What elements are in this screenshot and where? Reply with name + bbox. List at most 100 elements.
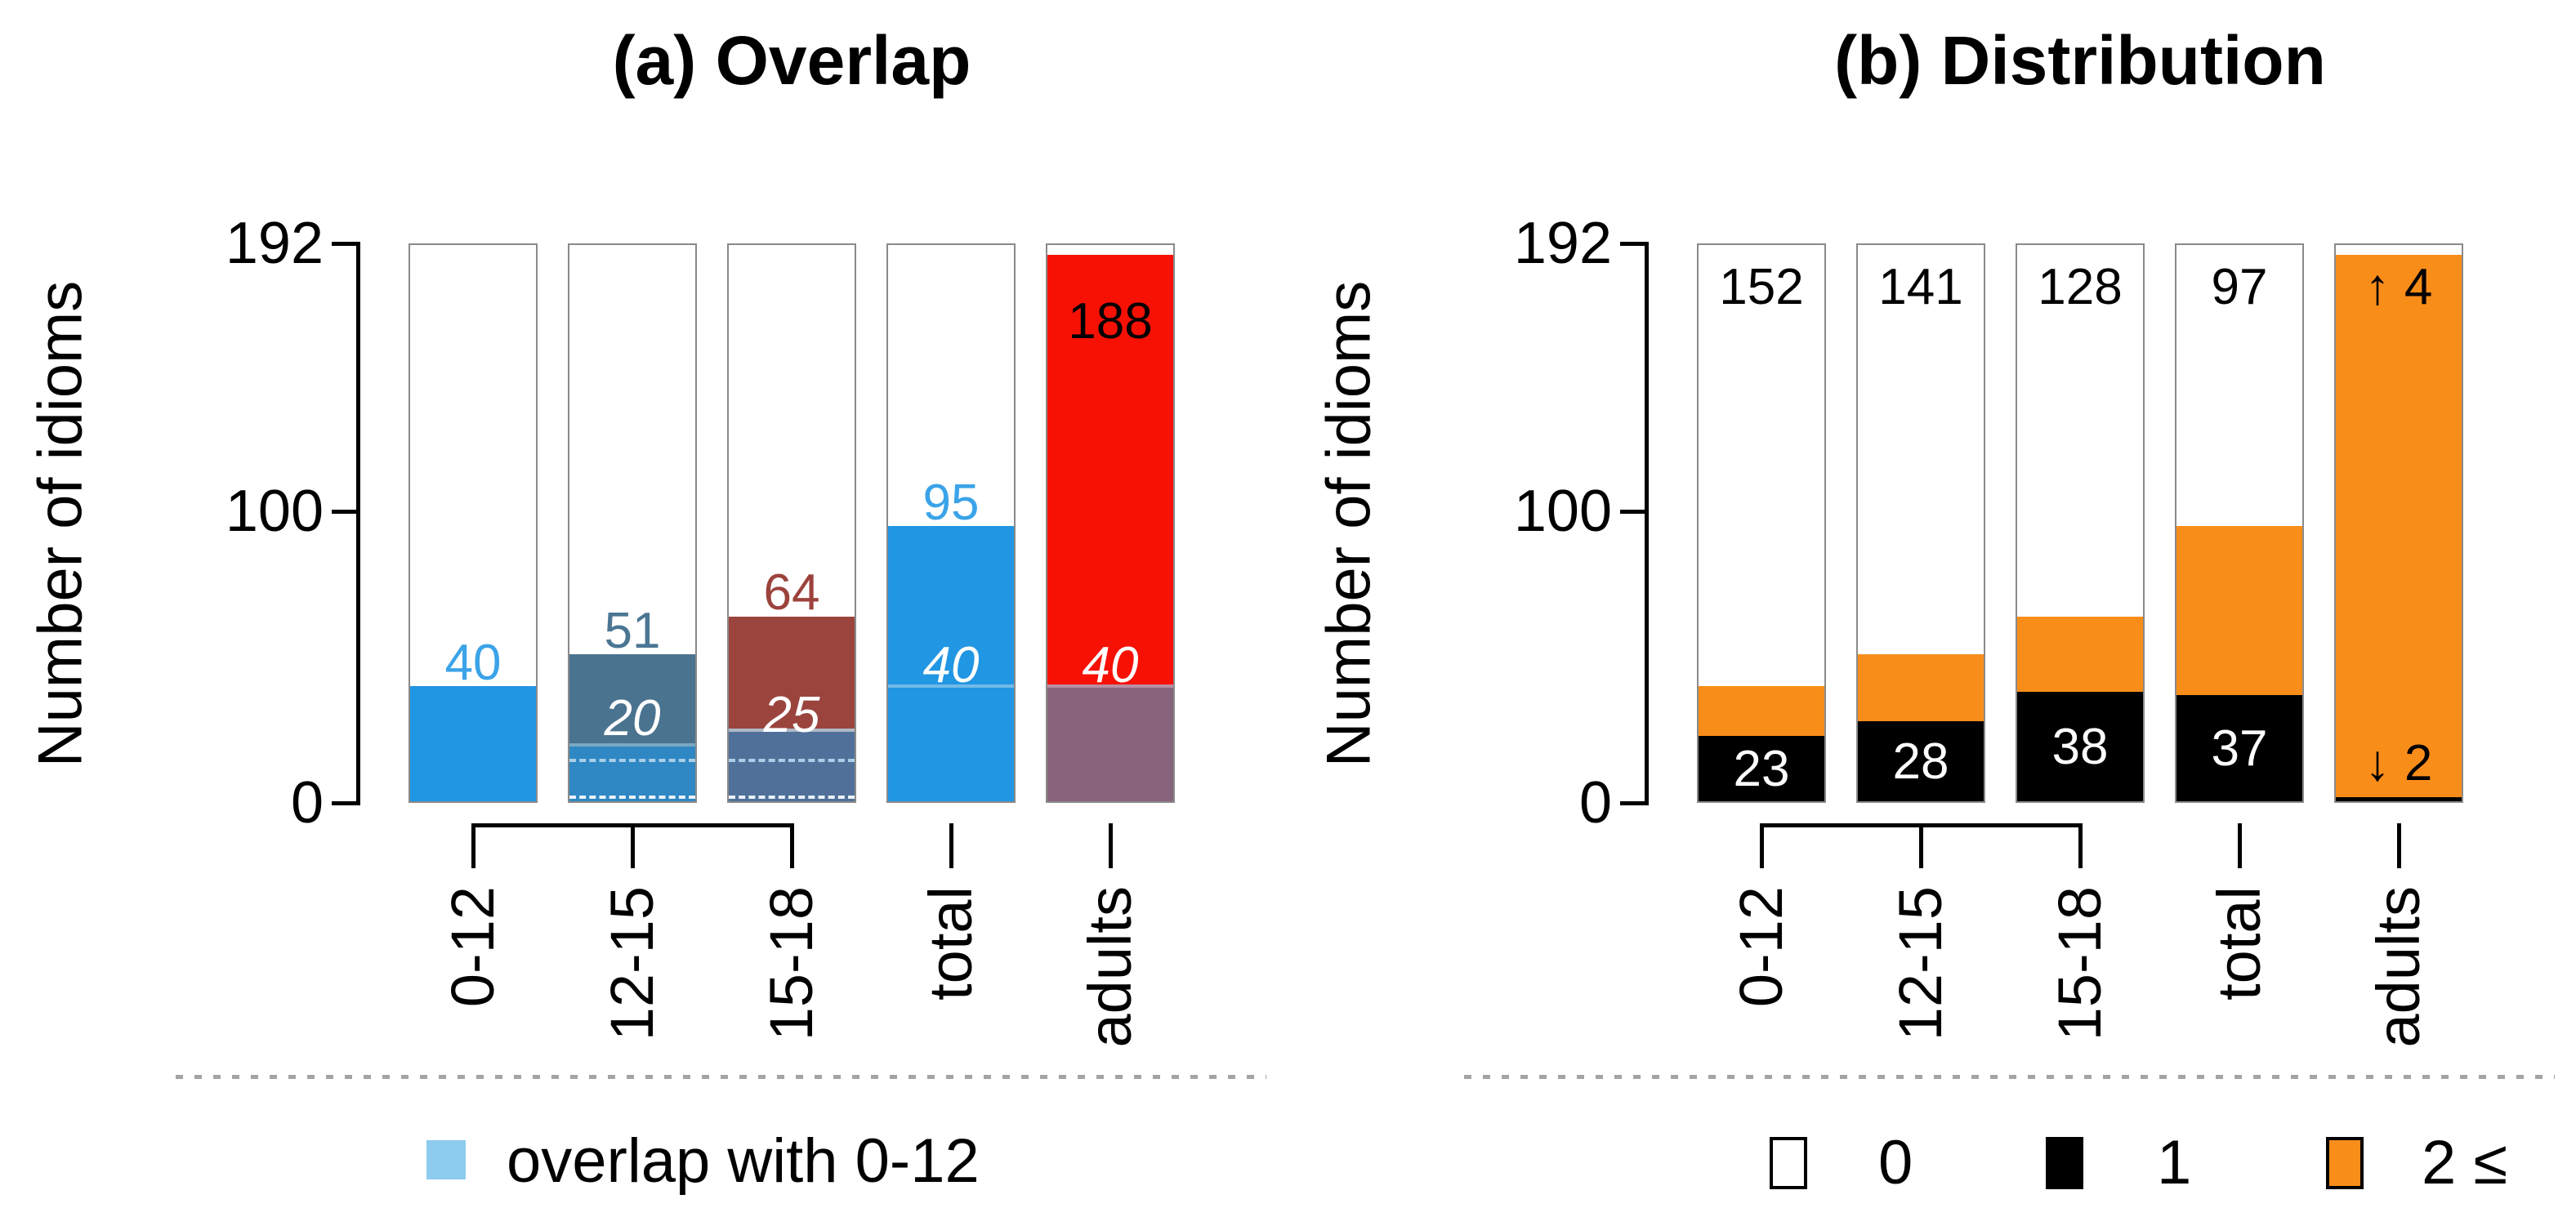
y-tick-192 xyxy=(1620,242,1645,246)
bar-0-12: 40 xyxy=(408,243,538,803)
y-tick-0 xyxy=(332,801,357,805)
bar-value-label: 40 xyxy=(1082,637,1139,694)
legend-label-0: 0 xyxy=(1878,1128,1913,1197)
bar-segment xyxy=(888,526,1014,801)
x-label-12-15: 12-15 xyxy=(1886,886,1954,1041)
panel-distribution: (b) Distribution Number of idioms 192 10… xyxy=(1288,0,2576,1217)
y-tick-100 xyxy=(1620,510,1645,514)
overlap-marker-line xyxy=(569,742,695,747)
y-tick-0 xyxy=(1620,801,1645,805)
y-tick-100 xyxy=(332,510,357,514)
y-tick-label-0: 0 xyxy=(290,770,324,836)
legend-swatch-0 xyxy=(1770,1137,1807,1189)
separator-dotted-line xyxy=(1464,1075,2555,1079)
overlap-marker-line xyxy=(1047,684,1173,689)
y-tick-label-0: 0 xyxy=(1578,770,1612,836)
bar-segment xyxy=(2336,796,2462,801)
bar-segment xyxy=(729,729,855,801)
bracket-tick xyxy=(1919,823,1923,868)
y-axis-line xyxy=(356,242,360,805)
bar-segment xyxy=(2176,526,2302,695)
legend-label-overlap: overlap with 0-12 xyxy=(507,1126,980,1196)
overlap-marker-line xyxy=(569,759,695,763)
bar-value-label: 40 xyxy=(922,637,980,694)
bar-segment xyxy=(2017,692,2143,801)
x-label-12-15: 12-15 xyxy=(598,886,666,1041)
legend-label-2-or-more: 2 ≤ xyxy=(2422,1128,2508,1197)
x-tick-adults xyxy=(1109,823,1113,868)
bar-adults: ↑ 4 ↓ 2 xyxy=(2334,243,2463,803)
bar-segment xyxy=(2336,255,2462,797)
bracket-tick xyxy=(471,823,475,868)
overlap-marker-line xyxy=(569,795,695,799)
bar-value-label: 152 xyxy=(1719,258,1804,315)
x-label-adults: adults xyxy=(2364,886,2432,1048)
bar-value-label: 20 xyxy=(604,689,661,747)
bar-value-label: 141 xyxy=(1878,258,1963,315)
y-axis-label-wrap: Number of idioms xyxy=(7,245,114,803)
bar-value-label: 95 xyxy=(922,474,980,531)
bar-0-12: 152 23 xyxy=(1697,243,1826,803)
bracket-tick xyxy=(1760,823,1764,868)
overlap-marker-line xyxy=(729,728,855,732)
bar-segment xyxy=(410,686,536,801)
bracket-tick xyxy=(790,823,794,868)
legend-swatch-2-or-more xyxy=(2326,1137,2364,1189)
x-label-total: total xyxy=(2205,886,2273,1001)
bar-segment xyxy=(1858,654,1984,722)
overlap-marker-line xyxy=(729,795,855,799)
bar-segment xyxy=(1699,735,1824,801)
bar-segment xyxy=(2176,694,2302,801)
bar-segment xyxy=(569,744,695,801)
bar-value-label: 188 xyxy=(1068,293,1153,350)
bar-adults: 188 40 xyxy=(1046,243,1175,803)
separator-dotted-line xyxy=(176,1075,1266,1079)
bar-segment xyxy=(569,654,695,745)
x-tick-adults xyxy=(2397,823,2401,868)
y-axis-line xyxy=(1645,242,1649,805)
x-tick-total xyxy=(2238,823,2242,868)
bar-15-18: 128 38 xyxy=(2016,243,2145,803)
x-tick-total xyxy=(949,823,953,868)
y-axis-label: Number of idioms xyxy=(25,280,96,768)
bar-value-label: ↓ 2 xyxy=(2364,734,2433,791)
bar-value-label: 51 xyxy=(604,602,661,659)
y-tick-label-192: 192 xyxy=(225,211,324,276)
y-axis-label-wrap: Number of idioms xyxy=(1295,245,1403,803)
bar-segment xyxy=(1699,686,1824,736)
y-tick-label-100: 100 xyxy=(225,479,324,544)
bar-12-15: 51 20 xyxy=(568,243,697,803)
overlap-marker-line xyxy=(729,759,855,763)
panel-overlap: (a) Overlap Number of idioms 192 100 0 4… xyxy=(7,22,1266,1196)
bar-value-label: 37 xyxy=(2211,720,2268,777)
bar-total: 97 37 xyxy=(2175,243,2304,803)
x-label-0-12: 0-12 xyxy=(439,886,507,1008)
legend-swatch-overlap xyxy=(426,1140,466,1179)
bar-segment xyxy=(1858,721,1984,801)
panel-b-title: (b) Distribution xyxy=(1834,22,2326,99)
legend-label-1: 1 xyxy=(2157,1128,2192,1197)
bar-value-label: 28 xyxy=(1892,733,1949,791)
x-label-15-18: 15-18 xyxy=(2046,886,2114,1041)
overlap-marker-line xyxy=(888,684,1014,689)
bar-15-18: 64 25 xyxy=(727,243,856,803)
x-label-15-18: 15-18 xyxy=(757,886,825,1041)
legend-swatch-1 xyxy=(2046,1137,2083,1189)
y-axis-label: Number of idioms xyxy=(1314,280,1384,768)
bar-value-label: 38 xyxy=(2051,719,2109,776)
x-label-0-12: 0-12 xyxy=(1727,886,1795,1008)
bar-value-label: ↑ 4 xyxy=(2364,258,2433,315)
bar-value-label: 23 xyxy=(1733,740,1790,797)
bar-segment xyxy=(1047,255,1173,687)
y-tick-label-100: 100 xyxy=(1513,479,1612,544)
bar-total: 95 40 xyxy=(886,243,1016,803)
bar-12-15: 141 28 xyxy=(1856,243,1985,803)
bracket-tick xyxy=(2078,823,2083,868)
x-label-adults: adults xyxy=(1076,886,1144,1048)
bar-value-label: 97 xyxy=(2211,258,2268,315)
x-label-total: total xyxy=(917,886,984,1001)
bar-value-label: 25 xyxy=(763,686,820,743)
bar-value-label: 40 xyxy=(444,634,502,691)
bar-segment xyxy=(1047,686,1173,801)
